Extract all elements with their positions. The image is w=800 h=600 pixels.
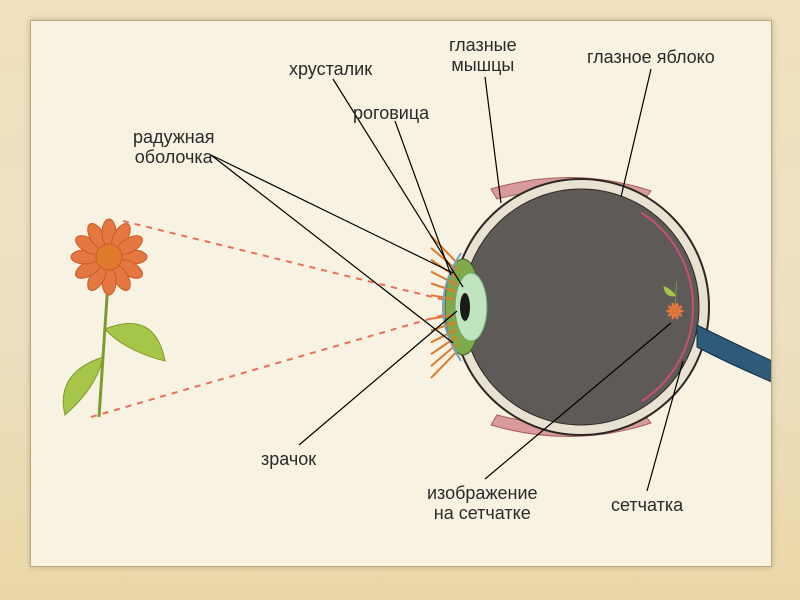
label-lens: хрусталик: [289, 59, 372, 79]
label-iris: радужная оболочка: [133, 127, 214, 167]
label-retina-image: изображение на сетчатке: [427, 483, 538, 523]
diagram-frame: глазное яблоко глазные мышцы хрусталик р…: [30, 20, 772, 567]
label-eye-muscles: глазные мышцы: [449, 35, 517, 75]
label-cornea: роговица: [353, 103, 429, 123]
lens: [455, 273, 487, 341]
eyeball-body: [463, 189, 699, 425]
label-retina: сетчатка: [611, 495, 683, 515]
label-pupil: зрачок: [261, 449, 316, 469]
pupil: [460, 293, 470, 321]
label-eyeball: глазное яблоко: [587, 47, 715, 67]
flower-object: [63, 219, 165, 417]
optic-nerve: [697, 325, 771, 393]
